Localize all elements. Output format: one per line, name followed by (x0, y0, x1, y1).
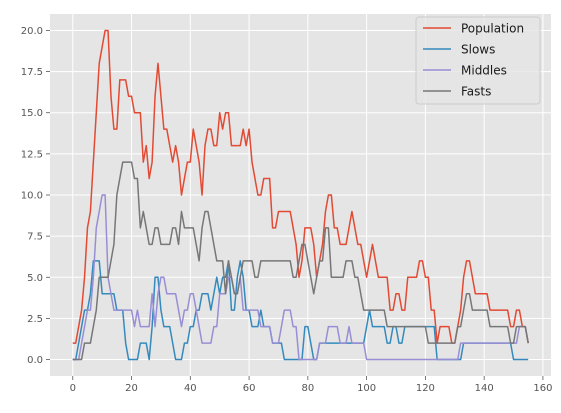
y-tick-label: 15.0 (21, 108, 43, 119)
x-tick-label: 60 (243, 383, 256, 394)
x-tick-label: 140 (475, 383, 494, 394)
x-tick-label: 120 (416, 383, 435, 394)
axis-ticks: 0 20 40 60 80 100 120 140 160 0.0 2.5 5.0 7.5 10.0 12.… (21, 26, 553, 394)
legend-label-slows: Slows (461, 43, 495, 57)
x-tick-label: 80 (301, 383, 314, 394)
x-tick-label: 0 (70, 383, 76, 394)
legend-label-fasts: Fasts (461, 85, 491, 99)
legend-label-population: Population (461, 22, 524, 36)
legend-box (415, 16, 541, 105)
x-tick-label: 20 (125, 383, 138, 394)
y-tick-label: 5.0 (27, 273, 43, 284)
series-line-fasts (72, 161, 529, 361)
x-tick-label: 40 (184, 383, 197, 394)
y-tick-label: 2.5 (27, 314, 43, 325)
legend: Population Slows Middles Fasts (415, 16, 541, 105)
y-tick-label: 12.5 (21, 149, 43, 160)
legend-label-middles: Middles (461, 64, 507, 78)
series-line-middles (72, 194, 529, 361)
x-tick-label: 100 (357, 383, 376, 394)
y-tick-label: 7.5 (27, 232, 43, 243)
series-lines (72, 29, 529, 361)
x-tick-label: 160 (533, 383, 552, 394)
y-tick-label: 10.0 (21, 191, 43, 202)
y-tick-label: 20.0 (21, 26, 43, 37)
y-tick-label: 17.5 (21, 67, 43, 78)
y-tick-label: 0.0 (27, 355, 43, 366)
